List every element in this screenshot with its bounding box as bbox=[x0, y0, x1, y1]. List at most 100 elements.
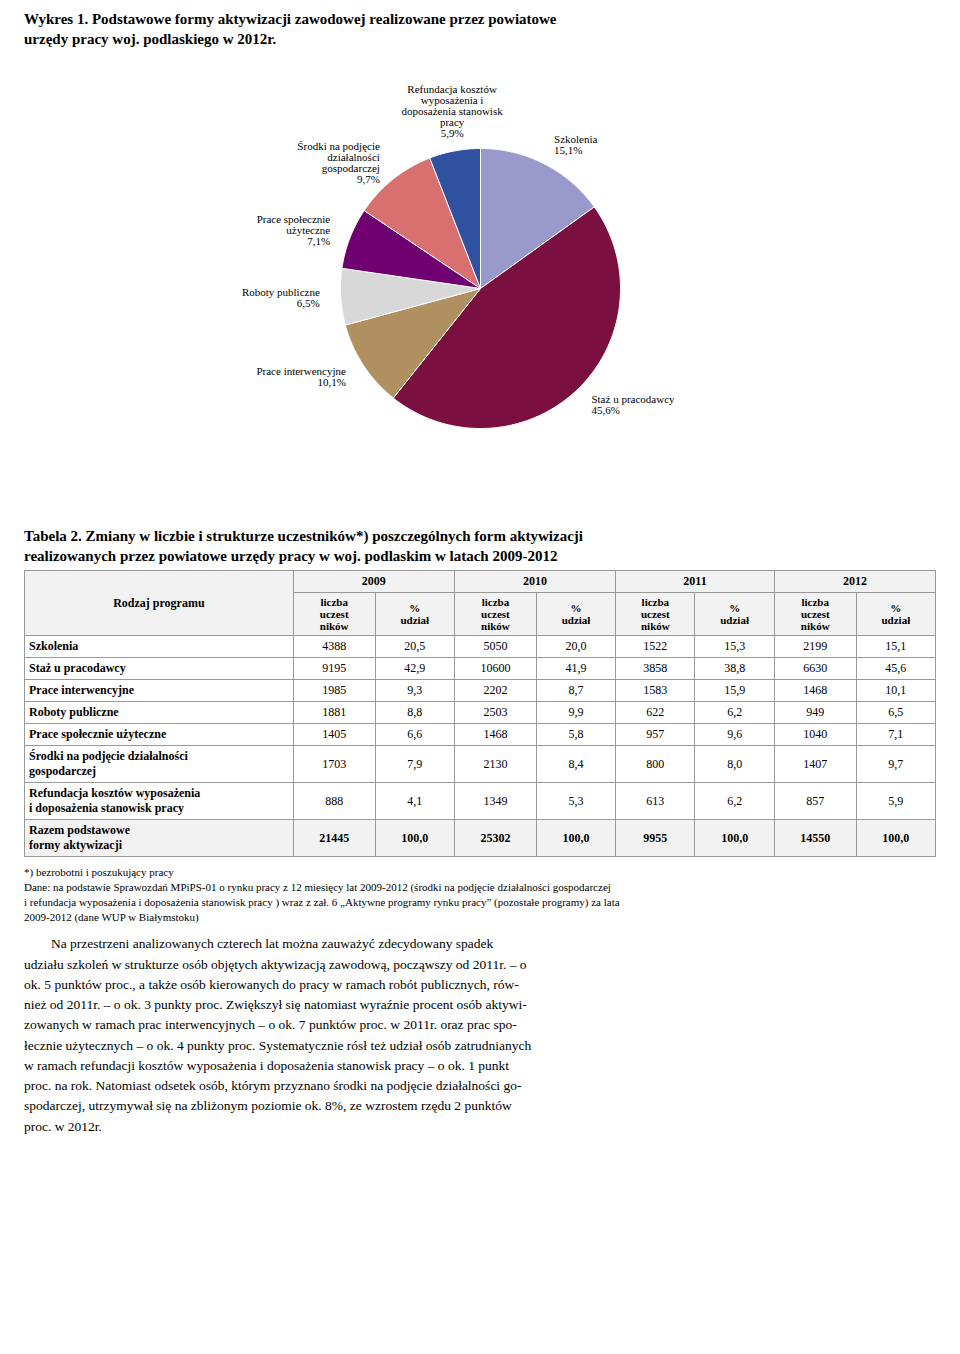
html-text:Prace interwencyjne: Prace interwencyjne bbox=[29, 683, 134, 697]
html-text:udziału szkoleń w strukturze o: udziału szkoleń w strukturze osób objęty… bbox=[24, 956, 527, 972]
html-text:liczba uczest ników: liczba uczest ników bbox=[319, 596, 349, 632]
html-text:1405: 1405 bbox=[322, 727, 347, 741]
html-text:5,3: 5,3 bbox=[568, 793, 584, 808]
html-text:14550: 14550 bbox=[800, 830, 831, 845]
html-text:949: 949 bbox=[806, 705, 825, 719]
html-text:liczba uczest ników: liczba uczest ników bbox=[481, 596, 510, 632]
html-text:1583: 1583 bbox=[643, 683, 668, 697]
html-text:Rodzaj programu: Rodzaj programu bbox=[113, 595, 205, 610]
html-text:2009: 2009 bbox=[361, 574, 386, 588]
html-text:42,9: 42,9 bbox=[404, 661, 426, 675]
html-text:proc. w 2012r.: proc. w 2012r. bbox=[24, 1118, 102, 1134]
html-text:2199: 2199 bbox=[803, 639, 828, 653]
svg-text:Refundacja kosztówwyposażenia: Refundacja kosztówwyposażenia idoposażen… bbox=[402, 83, 504, 139]
html-text:5050: 5050 bbox=[483, 639, 508, 653]
svg-text:Roboty publiczne6,5%: Roboty publiczne6,5% bbox=[242, 286, 320, 309]
html-text:7,9: 7,9 bbox=[407, 756, 423, 771]
html-text:2503: 2503 bbox=[483, 705, 508, 719]
html-text:Na przestrzeni analizowanych c: Na przestrzeni analizowanych czterech la… bbox=[24, 936, 494, 952]
html-text:3858: 3858 bbox=[643, 661, 668, 675]
html-text:2012: 2012 bbox=[842, 574, 867, 588]
html-text:100,0: 100,0 bbox=[721, 830, 749, 845]
html-text:25302: 25302 bbox=[480, 830, 511, 845]
html-text:1407: 1407 bbox=[803, 756, 828, 771]
html-text:9,9: 9,9 bbox=[568, 705, 584, 719]
html-text:Szkolenia: Szkolenia bbox=[29, 639, 79, 653]
html-text:38,8: 38,8 bbox=[724, 661, 746, 675]
html-text:2011: 2011 bbox=[683, 574, 707, 588]
html-text:zowanych w ramach prac interwe: zowanych w ramach prac interwencyjnych –… bbox=[24, 1017, 517, 1033]
html-text:1468: 1468 bbox=[483, 727, 508, 741]
html-text:1985: 1985 bbox=[322, 683, 347, 697]
html-text:10600: 10600 bbox=[480, 661, 511, 675]
html-text:9195: 9195 bbox=[322, 661, 347, 675]
html-text:8,0: 8,0 bbox=[727, 756, 743, 771]
html-text:800: 800 bbox=[646, 756, 665, 771]
html-text:6,2: 6,2 bbox=[727, 793, 743, 808]
html-text:4388: 4388 bbox=[322, 639, 347, 653]
html-text:liczba uczest ników: liczba uczest ników bbox=[800, 596, 830, 632]
html-text:100,0: 100,0 bbox=[882, 830, 910, 845]
html-text:Roboty publiczne: Roboty publiczne bbox=[29, 705, 119, 719]
html-text:5,9: 5,9 bbox=[888, 793, 904, 808]
html-text:8,8: 8,8 bbox=[407, 705, 423, 719]
html-text:9,7: 9,7 bbox=[888, 756, 904, 771]
html-text:łecznie użytecznych – o ok. 4: łecznie użytecznych – o ok. 4 punkty pro… bbox=[24, 1037, 532, 1053]
html-text:9955: 9955 bbox=[643, 830, 668, 845]
svg-text:Prace społecznieużyteczne7,1%: Prace społecznieużyteczne7,1% bbox=[257, 213, 331, 247]
html-text:ok. 5 punktów proc., a także o: ok. 5 punktów proc., a także osób kierow… bbox=[24, 976, 519, 992]
html-text:6630: 6630 bbox=[803, 661, 828, 675]
html-text:proc. na rok. Natomiast odsete: proc. na rok. Natomiast odsetek osób, kt… bbox=[24, 1078, 522, 1094]
svg-text:Staż u pracodawcy45,6%: Staż u pracodawcy45,6% bbox=[591, 393, 675, 416]
html-text:spodarczej, utrzymywał się na: spodarczej, utrzymywał się na zbliżonym … bbox=[24, 1098, 512, 1114]
html-text:100,0: 100,0 bbox=[401, 830, 429, 845]
html-text:2010: 2010 bbox=[523, 574, 548, 588]
html-text:6,5: 6,5 bbox=[888, 705, 904, 719]
html-text:w ramach refundacji kosztów wy: w ramach refundacji kosztów wyposażenia … bbox=[24, 1057, 510, 1073]
html-text:9,3: 9,3 bbox=[407, 683, 423, 697]
html-text:Wykres 1. Podstawowe formy akt: Wykres 1. Podstawowe formy aktywizacji z… bbox=[24, 11, 557, 47]
html-text:Środki na podjęcie działalnośc: Środki na podjęcie działalności gospodar… bbox=[29, 749, 188, 778]
html-text:41,9: 41,9 bbox=[565, 661, 587, 675]
html-text:Staż u pracodawcy: Staż u pracodawcy bbox=[29, 661, 126, 675]
html-text:6,2: 6,2 bbox=[727, 705, 743, 719]
html-text:1468: 1468 bbox=[803, 683, 828, 697]
html-text:15,1: 15,1 bbox=[885, 639, 907, 653]
html-text:% udział: % udział bbox=[881, 602, 911, 626]
html-text:1703: 1703 bbox=[322, 756, 347, 771]
html-text:1522: 1522 bbox=[643, 639, 668, 653]
html-text:21445: 21445 bbox=[319, 830, 350, 845]
html-text:2202: 2202 bbox=[483, 683, 508, 697]
html-text:6,6: 6,6 bbox=[407, 727, 423, 741]
html-text:888: 888 bbox=[325, 793, 344, 808]
html-text:8,4: 8,4 bbox=[568, 756, 584, 771]
html-text:liczba uczest ników: liczba uczest ników bbox=[641, 596, 670, 632]
html-text:4,1: 4,1 bbox=[407, 793, 423, 808]
html-text:% udział: % udział bbox=[561, 602, 591, 626]
html-text:8,7: 8,7 bbox=[568, 683, 584, 697]
html-text:20,0: 20,0 bbox=[565, 639, 587, 653]
html-text:Razem podstawowe formy aktywiz: Razem podstawowe formy aktywizacji bbox=[29, 823, 130, 852]
html-text:1881: 1881 bbox=[322, 705, 347, 719]
html-text:45,6: 45,6 bbox=[885, 661, 907, 675]
svg-text:Szkolenia15,1%: Szkolenia15,1% bbox=[554, 133, 597, 156]
html-text:Refundacja kosztów wyposażenia: Refundacja kosztów wyposażenia i doposaż… bbox=[29, 786, 201, 815]
html-text:Tabela 2. Zmiany w liczbie i s: Tabela 2. Zmiany w liczbie i strukturze … bbox=[24, 528, 583, 564]
html-text:1349: 1349 bbox=[483, 793, 508, 808]
html-text:2130: 2130 bbox=[483, 756, 508, 771]
html-text:20,5: 20,5 bbox=[404, 639, 426, 653]
html-text:Prace społecznie użyteczne: Prace społecznie użyteczne bbox=[29, 727, 167, 741]
html-text:nież od 2011r. – o ok. 3 punkt: nież od 2011r. – o ok. 3 punkty proc. Zw… bbox=[24, 997, 527, 1013]
svg-text:Prace interwencyjne10,1%: Prace interwencyjne10,1% bbox=[256, 365, 346, 388]
svg-text:Środki na podjęciedziałalności: Środki na podjęciedziałalnościgospodarcz… bbox=[297, 140, 380, 185]
html-text:% udział: % udział bbox=[720, 602, 749, 626]
html-text:15,9: 15,9 bbox=[724, 683, 746, 697]
html-text:5,8: 5,8 bbox=[568, 727, 584, 741]
html-text:10,1: 10,1 bbox=[885, 683, 907, 697]
html-text:857: 857 bbox=[806, 793, 825, 808]
html-text:100,0: 100,0 bbox=[562, 830, 590, 845]
html-text:613: 613 bbox=[646, 793, 665, 808]
html-text:622: 622 bbox=[646, 705, 665, 719]
html-text:15,3: 15,3 bbox=[724, 639, 746, 653]
html-text:% udział: % udział bbox=[400, 602, 430, 626]
